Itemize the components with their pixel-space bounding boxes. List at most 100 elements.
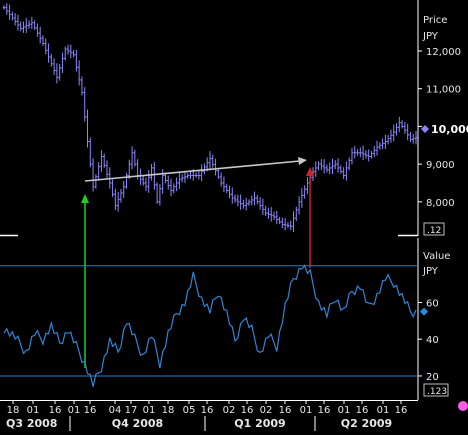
day-tick-label: 17 <box>125 405 138 416</box>
price-bar <box>16 14 20 31</box>
price-bar <box>359 147 362 158</box>
price-bar <box>200 164 203 182</box>
price-bar <box>244 197 248 211</box>
price-bar <box>38 26 42 44</box>
price-bar <box>105 160 109 179</box>
price-bar <box>397 116 401 133</box>
price-bar <box>19 21 23 32</box>
day-tick-label: 18 <box>7 405 20 416</box>
price-bar <box>144 177 148 192</box>
indicator-panel: 20 40 60 Value JPY .123 <box>0 238 450 400</box>
price-bar <box>275 210 279 225</box>
day-tick-label: 04 <box>109 405 122 416</box>
price-bar <box>361 145 365 161</box>
price-bar <box>211 154 215 168</box>
price-bar <box>300 188 304 208</box>
day-tick-label: 01 <box>143 405 156 416</box>
price-bar <box>30 16 34 29</box>
price-axis-title: Price <box>423 15 447 26</box>
price-bar <box>372 145 376 158</box>
divergence-down-head <box>306 167 314 176</box>
price-bar <box>141 175 145 186</box>
price-bar <box>24 18 28 34</box>
price-bar <box>345 161 348 181</box>
price-bar <box>264 205 267 216</box>
day-tick-label: 16 <box>318 405 331 416</box>
price-ticks: 8,000 9,000 11,000 12,000 <box>418 47 461 209</box>
corner-dot <box>458 401 468 411</box>
price-bar <box>370 150 373 159</box>
indicator-tick-label: 20 <box>426 372 439 383</box>
price-bar <box>80 76 84 96</box>
price-bar <box>130 146 134 170</box>
price-bar <box>286 222 290 229</box>
price-bar <box>50 53 53 67</box>
day-tick-label: 02 <box>223 405 236 416</box>
price-bar <box>339 165 343 174</box>
price-bar <box>5 3 9 15</box>
price-bar <box>219 172 223 187</box>
last-price-label: 10,000 <box>431 123 468 136</box>
price-bar <box>125 172 128 189</box>
price-bar <box>283 218 287 231</box>
price-bar <box>250 195 254 206</box>
day-tick-label: 01 <box>300 405 313 416</box>
price-tick-label: 11,000 <box>426 85 461 96</box>
price-bar <box>91 158 95 192</box>
price-bar <box>100 150 103 172</box>
price-bar <box>261 198 265 216</box>
price-bar <box>33 20 36 30</box>
price-bar <box>175 177 178 192</box>
price-bar <box>331 158 334 174</box>
last-price-marker <box>421 125 429 133</box>
price-bar <box>236 194 240 207</box>
price-bar <box>217 168 220 179</box>
price-bar <box>297 196 301 215</box>
price-bar <box>69 44 73 59</box>
price-bars <box>2 3 418 232</box>
indicator-ticks: 20 40 60 <box>418 298 439 383</box>
price-bar <box>119 189 123 203</box>
price-bar <box>88 137 92 168</box>
indicator-tick-label: 40 <box>426 335 439 346</box>
price-bar <box>322 159 326 174</box>
day-tick-label: 02 <box>260 405 273 416</box>
price-bar <box>294 206 298 222</box>
price-bar <box>289 220 293 231</box>
price-bar <box>203 163 206 175</box>
price-corner-box <box>423 222 445 236</box>
price-bar <box>225 183 229 193</box>
price-bar <box>353 145 357 159</box>
quarter-label: Q3 2008 <box>6 417 57 430</box>
price-bar <box>44 38 48 55</box>
price-bar <box>395 123 398 136</box>
price-bar <box>133 149 137 167</box>
price-bar <box>364 150 368 159</box>
price-bar <box>303 185 306 199</box>
price-bar <box>258 196 262 210</box>
price-bar <box>178 171 181 190</box>
price-bar <box>253 191 256 206</box>
price-bar <box>239 194 242 210</box>
price-bar <box>86 109 89 148</box>
indicator-axis-title: Value <box>423 251 450 262</box>
price-bar <box>233 194 237 203</box>
price-bar <box>102 153 106 168</box>
price-bar <box>77 60 81 86</box>
quarter-label: Q2 2009 <box>341 417 392 430</box>
price-bar <box>242 199 245 209</box>
price-bar <box>147 169 151 193</box>
price-bar <box>281 217 284 229</box>
quarter-label: Q4 2008 <box>112 417 163 430</box>
day-tick-label: 16 <box>201 405 214 416</box>
price-bar <box>356 149 359 156</box>
price-bar <box>381 138 384 150</box>
price-bar <box>127 159 131 180</box>
day-tick-label: 05 <box>183 405 196 416</box>
day-tick-label: 16 <box>49 405 62 416</box>
price-bar <box>378 142 382 150</box>
trend-arrow-line <box>84 160 301 182</box>
price-bar <box>411 133 415 144</box>
price-bar <box>194 172 198 178</box>
